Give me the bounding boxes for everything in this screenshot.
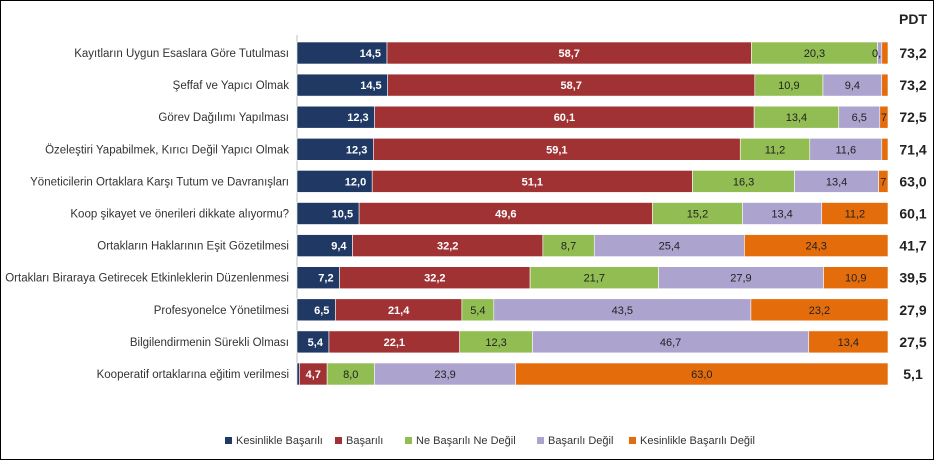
legend-swatch — [335, 437, 342, 444]
row-total: 41,7 — [899, 238, 926, 254]
data-label: 20,3 — [804, 48, 825, 60]
data-label: 9,4 — [331, 241, 347, 253]
data-label: 59,1 — [546, 144, 567, 156]
data-label: 32,2 — [424, 273, 445, 285]
data-label: 5,4 — [308, 337, 324, 349]
data-label: 63,0 — [691, 369, 712, 381]
data-label: 23,9 — [434, 369, 455, 381]
data-label: 14,5 — [360, 48, 381, 60]
data-label: 16,3 — [733, 176, 754, 188]
total-header: PDT — [899, 11, 927, 27]
data-label: 7 — [880, 176, 886, 188]
data-label: 13,4 — [786, 112, 807, 124]
bar-segment — [750, 298, 889, 322]
data-label: 24,3 — [805, 241, 826, 253]
data-label: 12,3 — [347, 112, 368, 124]
row-total: 27,5 — [899, 334, 926, 350]
category-label: Ortakları Biraraya Getirecek Etkinlekler… — [5, 273, 289, 285]
data-label: 27,9 — [730, 273, 751, 285]
category-label: Kooperatif ortaklarına eğitim verilmesi — [97, 369, 289, 381]
data-label: 21,7 — [584, 273, 605, 285]
data-label: 46,7 — [660, 337, 681, 349]
legend-label: Başarılı — [346, 435, 383, 447]
data-label: 4,7 — [306, 369, 321, 381]
category-label: Ortakların Haklarının Eşit Gözetilmesi — [97, 241, 289, 253]
row-total: 72,5 — [899, 109, 926, 125]
data-label: 13,4 — [771, 209, 792, 221]
bar-segment — [744, 234, 889, 257]
bar-segment — [881, 73, 889, 97]
data-label: 12,3 — [485, 337, 506, 349]
data-label: 10,5 — [332, 209, 353, 221]
data-label: 6,5 — [852, 112, 867, 124]
data-label: 22,1 — [384, 337, 405, 349]
data-label: 60,1 — [554, 112, 575, 124]
category-label: Bilgilendirmenin Sürekli Olması — [130, 337, 289, 349]
category-label: Koop şikayet ve önerileri dikkate alıyor… — [70, 209, 289, 221]
bar-segment — [821, 202, 889, 225]
category-label: Yöneticilerin Ortaklara Karşı Tutum ve D… — [30, 176, 289, 188]
bar-segment — [515, 362, 889, 386]
data-label: 7 — [881, 112, 887, 124]
data-label: 11,2 — [845, 209, 866, 221]
bar-segment — [808, 330, 889, 354]
data-label: 25,4 — [659, 241, 680, 253]
data-label: 58,7 — [561, 80, 582, 92]
row-total: 39,5 — [899, 270, 926, 286]
row-total: 5,1 — [903, 366, 923, 382]
data-label: 43,5 — [612, 305, 633, 317]
bar-segment — [879, 105, 889, 129]
data-label: 7,2 — [318, 273, 333, 285]
data-label: 10,9 — [845, 273, 866, 285]
legend-label: Başarılı Değil — [548, 435, 613, 447]
bar-segment — [878, 170, 889, 193]
data-label: 8,0 — [343, 369, 358, 381]
data-label: 21,4 — [388, 305, 410, 317]
bar-segment — [881, 41, 889, 65]
data-label: 58,7 — [559, 48, 580, 60]
row-total: 73,2 — [899, 45, 926, 61]
data-label: 11,6 — [835, 144, 856, 156]
data-label: 5,4 — [470, 305, 485, 317]
data-label: 49,6 — [495, 209, 516, 221]
data-label: 32,2 — [437, 241, 458, 253]
data-label: 12,0 — [345, 176, 366, 188]
data-label: 23,2 — [809, 305, 830, 317]
row-total: 73,2 — [899, 77, 926, 93]
data-label: 14,5 — [360, 80, 381, 92]
bar-segment — [881, 138, 889, 161]
category-label: Kayıtların Uygun Esaslara Göre Tutulması — [74, 48, 289, 60]
row-total: 71,4 — [899, 141, 926, 157]
row-total: 63,0 — [899, 173, 926, 189]
category-label: Özeleştiri Yapabilmek, Kırıcı Değil Yapı… — [45, 144, 289, 156]
data-label: 13,4 — [826, 176, 847, 188]
data-label: 8,7 — [561, 241, 576, 253]
legend-swatch — [537, 437, 544, 444]
bar-segment — [823, 266, 889, 290]
data-label: 12,3 — [346, 144, 367, 156]
legend-label: Kesinlikle Başarılı Değil — [640, 435, 755, 447]
legend-label: Ne Başarılı Ne Değil — [416, 435, 516, 447]
row-total: 27,9 — [899, 302, 926, 318]
data-label: 51,1 — [522, 176, 543, 188]
data-label: 9,4 — [845, 80, 860, 92]
legend-swatch — [629, 437, 636, 444]
legend-swatch — [225, 437, 232, 444]
category-label: Profesyonelce Yönetilmesi — [154, 305, 289, 317]
row-total: 60,1 — [899, 206, 926, 222]
data-label: 11,2 — [765, 144, 786, 156]
legend-label: Kesinlikle Başarılı — [236, 435, 323, 447]
category-label: Şeffaf ve Yapıcı Olmak — [173, 80, 290, 92]
data-label: 15,2 — [687, 209, 708, 221]
data-label: 6,5 — [314, 305, 329, 317]
data-label: 13,4 — [838, 337, 859, 349]
category-label: Görev Dağılımı Yapılması — [158, 112, 289, 124]
legend-swatch — [405, 437, 412, 444]
data-label: 10,9 — [778, 80, 799, 92]
